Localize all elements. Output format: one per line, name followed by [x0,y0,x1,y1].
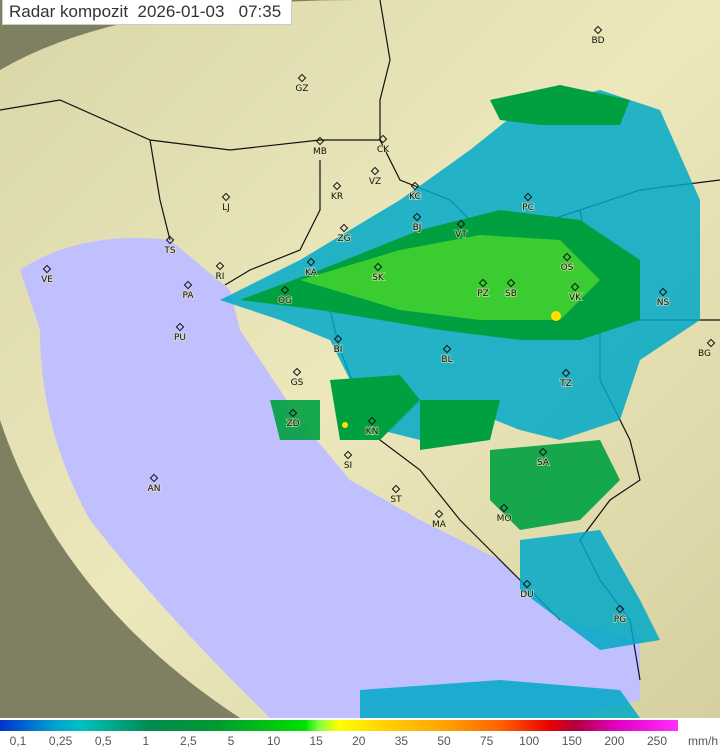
city-marker-icon [183,280,193,290]
city-marker-icon [391,484,401,494]
legend-tick-label: 250 [646,734,668,748]
city-marker-icon [378,134,388,144]
legend-tick-label: 10 [266,734,281,748]
legend-unit: mm/h [688,734,718,748]
city-marker-icon [215,261,225,271]
city-marker-icon [165,235,175,245]
city-marker-icon [221,192,231,202]
city-marker-icon [149,473,159,483]
city-marker-icon [339,223,349,233]
city-marker-icon [506,278,516,288]
city-marker-icon [658,287,668,297]
city-marker-icon [343,450,353,460]
city-marker-icon [570,282,580,292]
city-marker-icon [370,166,380,176]
city-marker-icon [522,579,532,589]
city-marker-icon [434,509,444,519]
city-marker-icon [288,408,298,418]
city-marker-icon [523,192,533,202]
city-marker-icon [332,181,342,191]
legend-tick-label: 150 [561,734,582,748]
radar-echoes [220,85,700,718]
legend-tick-label: 15 [309,734,323,748]
city-marker-icon [456,219,466,229]
city-marker-icon [562,252,572,262]
city-marker-icon [373,262,383,272]
city-marker-icon [297,73,307,83]
city-marker-icon [499,503,509,513]
legend-labels: 0,1 0,25 0,5 1 2,5 5 10 15 20 35 50 75 100 150 200 250 m… [0,734,720,751]
legend-tick-label: 100 [519,734,540,748]
city-marker-icon [538,447,548,457]
city-marker-icon [593,25,603,35]
legend-tick-label: 0,1 [9,734,27,748]
city-marker-icon [280,285,290,295]
city-marker-icon [478,278,488,288]
city-marker-icon [333,334,343,344]
legend-tick-label: 0,25 [48,734,73,748]
legend-tick-label: 50 [437,734,451,748]
adriatic-sea [20,238,640,718]
legend-tick-label: 5 [227,734,235,748]
city-marker-icon [615,604,625,614]
city-marker-icon [410,181,420,191]
map-title: Radar kompozit 2026-01-03 07:35 [2,0,293,25]
precipitation-color-scale [0,720,678,731]
legend-tick-label: 20 [352,734,366,748]
city-marker-icon [412,212,422,222]
legend-tick-label: 75 [479,734,494,748]
legend-tick-label: 200 [604,734,625,748]
city-marker-icon [315,136,325,146]
legend-tick-label: 1 [142,734,150,748]
city-marker-icon [175,322,185,332]
legend-tick-label: 35 [394,734,409,748]
city-marker-icon [442,344,452,354]
city-marker-icon [306,257,316,267]
city-marker-icon [292,367,302,377]
city-marker-icon [42,264,52,274]
city-marker-icon [706,338,716,348]
legend-tick-label: 2,5 [180,734,197,748]
city-marker-icon [561,368,571,378]
legend-tick-label: 0,5 [94,734,112,748]
city-marker-icon [367,416,377,426]
